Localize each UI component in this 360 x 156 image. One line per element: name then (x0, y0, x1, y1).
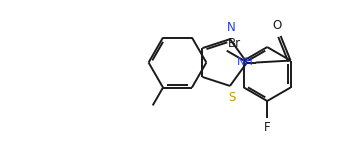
Text: NH: NH (237, 57, 253, 67)
Text: S: S (228, 91, 235, 104)
Text: O: O (273, 19, 282, 32)
Text: Br: Br (228, 37, 242, 50)
Text: N: N (226, 21, 235, 34)
Text: F: F (264, 121, 270, 134)
